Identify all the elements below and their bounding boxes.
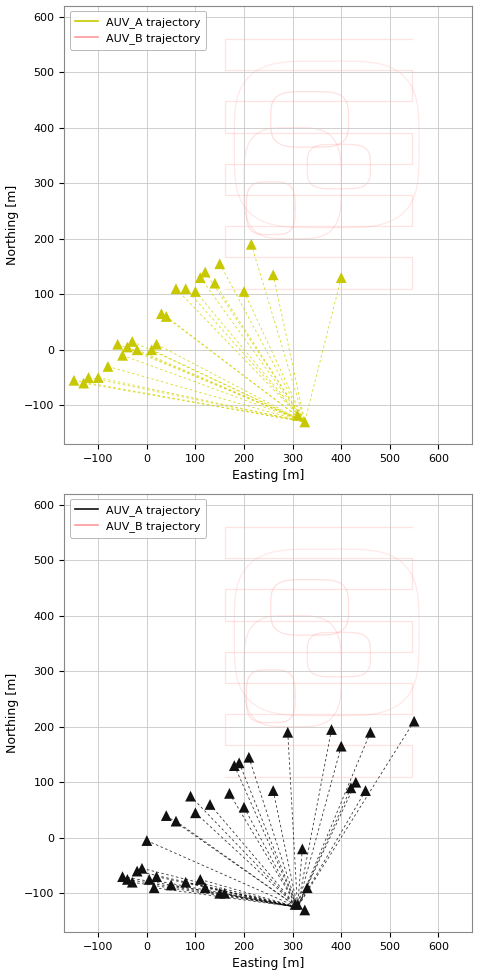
Point [138, 861, 146, 876]
Point [124, 340, 131, 355]
Point [284, 724, 292, 740]
Point [104, 358, 112, 374]
Point [114, 337, 121, 352]
Point [119, 347, 126, 363]
Point [167, 877, 175, 893]
Point [119, 869, 126, 884]
Point [347, 780, 355, 795]
Point [133, 864, 141, 879]
Point [328, 721, 336, 737]
Point [153, 337, 161, 352]
Point [172, 281, 180, 297]
Point [187, 789, 195, 804]
Point [352, 774, 359, 790]
Point [226, 786, 233, 801]
Point [291, 897, 299, 913]
Point [145, 872, 153, 887]
Point [196, 269, 204, 285]
X-axis label: Easting [m]: Easting [m] [232, 957, 304, 970]
Point [201, 264, 209, 280]
Point [304, 880, 311, 896]
Point [206, 796, 214, 812]
Point [245, 750, 253, 765]
Point [182, 281, 190, 297]
Point [337, 269, 345, 285]
Point [248, 236, 255, 252]
Legend: AUV_A trajectory, AUV_B trajectory: AUV_A trajectory, AUV_B trajectory [70, 499, 206, 538]
Point [301, 902, 309, 917]
Point [129, 874, 136, 890]
Y-axis label: Northing [m]: Northing [m] [6, 184, 19, 265]
Point [163, 308, 170, 324]
Point [133, 342, 141, 357]
Point [129, 334, 136, 349]
Point [235, 755, 243, 771]
Point [337, 739, 345, 754]
Point [410, 713, 418, 729]
Point [293, 408, 301, 424]
Point [362, 783, 369, 798]
Point [148, 342, 155, 357]
Point [163, 808, 170, 824]
Point [192, 284, 199, 300]
Point [270, 783, 277, 798]
Point [143, 833, 151, 848]
Point [196, 872, 204, 887]
Point [240, 284, 248, 300]
Point [221, 885, 228, 901]
Point [216, 885, 224, 901]
Point [367, 724, 374, 740]
Point [270, 267, 277, 283]
Point [124, 872, 131, 887]
Point [158, 305, 165, 321]
X-axis label: Easting [m]: Easting [m] [232, 469, 304, 482]
Point [211, 275, 219, 291]
Point [172, 813, 180, 829]
Y-axis label: Northing [m]: Northing [m] [6, 672, 19, 753]
Point [80, 376, 87, 391]
Point [192, 805, 199, 821]
Point [150, 880, 158, 896]
Point [153, 869, 161, 884]
Point [293, 897, 301, 913]
Point [230, 757, 238, 773]
Point [240, 799, 248, 815]
Point [85, 370, 92, 386]
Point [70, 373, 78, 388]
Point [301, 414, 309, 429]
Legend: AUV_A trajectory, AUV_B trajectory: AUV_A trajectory, AUV_B trajectory [70, 11, 206, 50]
Point [216, 256, 224, 271]
Point [94, 370, 102, 386]
Point [299, 841, 306, 857]
Point [182, 874, 190, 890]
Point [201, 880, 209, 896]
